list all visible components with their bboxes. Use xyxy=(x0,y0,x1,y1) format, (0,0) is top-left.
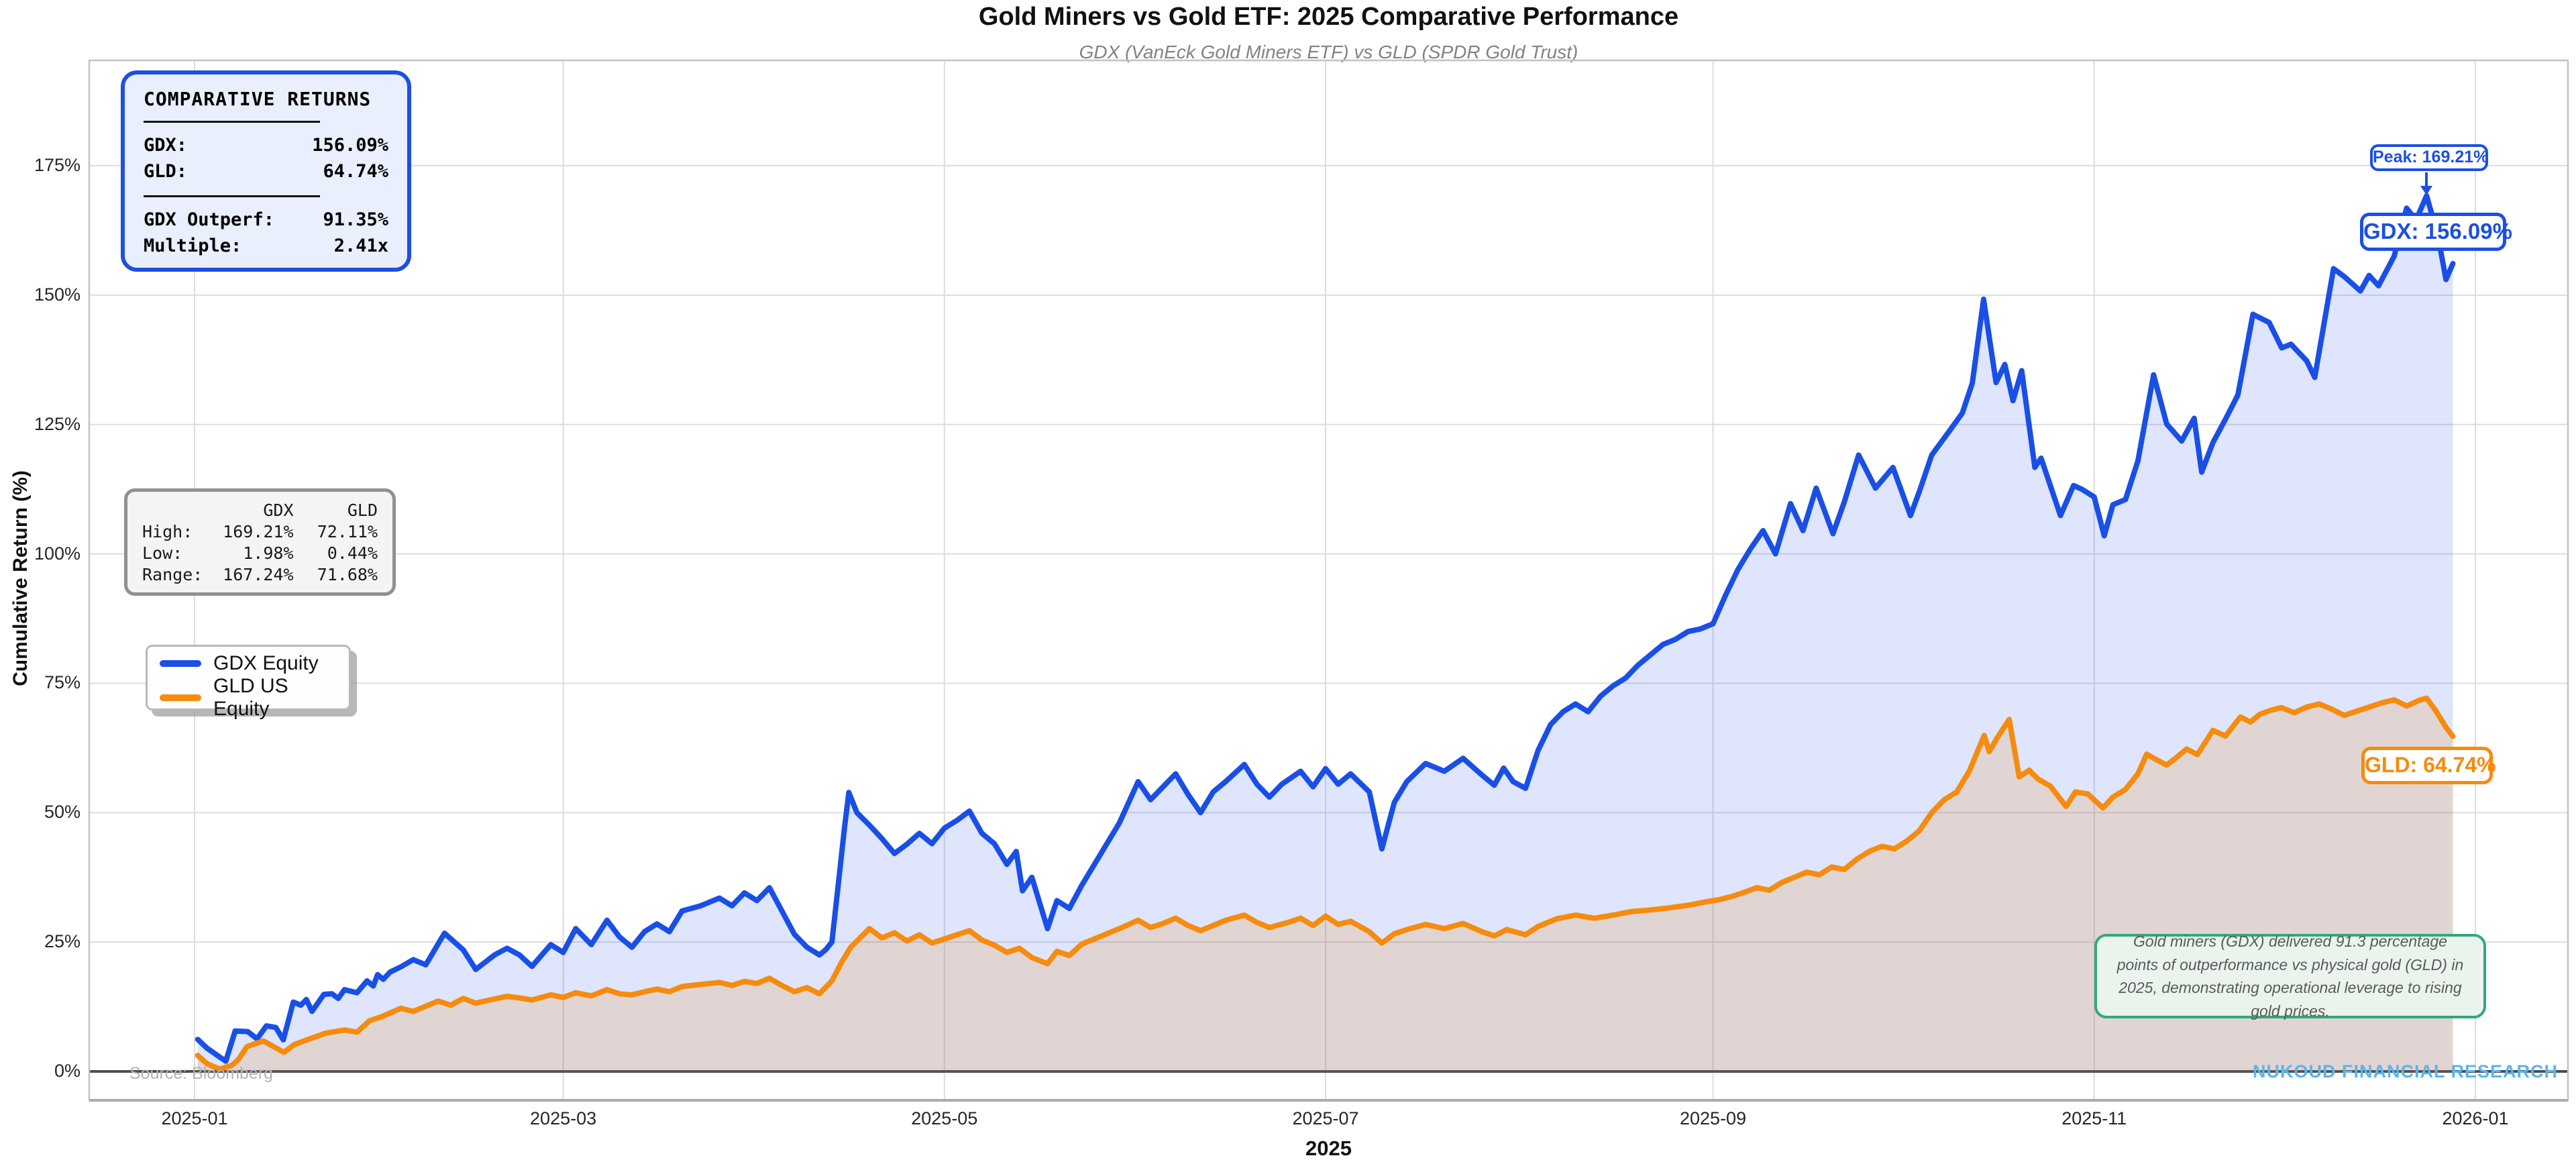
peak-annotation: Peak: 169.21% xyxy=(2370,144,2488,171)
legend: GDX Equity GLD US Equity xyxy=(146,645,351,720)
comparative-returns-box: COMPARATIVE RETURNS GDX: 156.09% GLD: 64.74… xyxy=(121,70,411,272)
page-title: Gold Miners vs Gold ETF: 2025 Comparativ… xyxy=(978,3,1679,31)
legend-label: GLD US Equity xyxy=(213,675,288,720)
y-tick-label: 125% xyxy=(34,413,80,434)
gdx-end-label: GDX: 156.09% xyxy=(2360,213,2512,251)
y-tick-label: 25% xyxy=(44,931,80,952)
y-tick-label: 75% xyxy=(44,672,80,693)
y-tick-label: 0% xyxy=(54,1061,80,1081)
x-tick-label: 2025-05 xyxy=(911,1108,978,1128)
arrow-down-icon xyxy=(2418,172,2435,195)
stat-value: GDX xyxy=(263,500,294,520)
y-tick-label: 175% xyxy=(34,155,80,175)
brand-credit: NUKOUD FINANCIAL RESEARCH xyxy=(2253,1061,2559,1081)
stats-header-row: GDX GLD xyxy=(142,500,378,521)
metric-label: Multiple: xyxy=(144,235,242,257)
stats-data-row: Low: 1.98% 0.44% xyxy=(142,543,378,564)
legend-item: GLD US Equity xyxy=(160,675,337,721)
y-tick-label: 100% xyxy=(34,543,80,564)
comparative-returns-row: GLD: 64.74% xyxy=(144,158,388,184)
legend-line-swatch xyxy=(160,660,201,667)
comparative-returns-main-rows: GDX: 156.09% GLD: 64.74% xyxy=(144,132,388,184)
y-tick-label: 50% xyxy=(44,802,80,823)
divider xyxy=(144,121,320,123)
stat-row-label: Range: xyxy=(142,565,203,584)
x-tick-label: 2025-07 xyxy=(1292,1108,1359,1128)
legend-line-swatch xyxy=(160,694,201,701)
x-tick-label: 2025-11 xyxy=(2061,1108,2127,1128)
stat-row-label: High: xyxy=(142,522,193,541)
gld-end-label: GLD: 64.74% xyxy=(2361,747,2496,784)
comparative-returns-row: Multiple: 2.41x xyxy=(144,233,388,259)
stat-value: 72.11% xyxy=(317,522,378,541)
comparative-returns-derived-rows: GDX Outperf: 91.35% Multiple: 2.41x xyxy=(144,207,388,259)
legend-item: GDX Equity xyxy=(160,652,337,675)
stat-value: GLD xyxy=(347,500,378,520)
stat-value: 71.68% xyxy=(317,565,378,584)
stats-data-row: Range: 167.24% 71.68% xyxy=(142,564,378,586)
metric-label: GLD: xyxy=(144,161,188,182)
x-tick-labels: 2025-01 2025-03 2025-05 2025-07 2025-09 2025-… xyxy=(0,1108,2576,1135)
comparative-returns-title: COMPARATIVE RETURNS xyxy=(144,88,372,110)
source-credit: Source: Bloomberg xyxy=(129,1064,274,1083)
arrow-head xyxy=(2420,186,2432,195)
arrow-stem xyxy=(2425,172,2428,186)
insight-note: Gold miners (GDX) delivered 91.3 percent… xyxy=(2094,933,2486,1020)
comparative-returns-row: GDX: 156.09% xyxy=(144,132,388,158)
stat-value: 169.21% xyxy=(223,522,294,541)
stats-data-row: High: 169.21% 72.11% xyxy=(142,521,378,543)
comparative-returns-row: GDX Outperf: 91.35% xyxy=(144,207,388,233)
x-tick-label: 2025-03 xyxy=(530,1108,597,1128)
stats-table: GDX GLD High: 169.21% 72.11% Low: 1.98% 0.44% Ra… xyxy=(124,488,396,596)
metric-label: GDX Outperf: xyxy=(144,209,275,231)
x-tick-label: 2026-01 xyxy=(2442,1108,2509,1128)
y-tick-labels: 0% 25% 50% 75% 100% 125% 150% 175% xyxy=(0,0,80,1162)
y-tick-label: 150% xyxy=(34,284,80,305)
stat-value: 0.44% xyxy=(327,543,378,563)
x-axis-label: 2025 xyxy=(1305,1137,1352,1160)
x-tick-label: 2025-09 xyxy=(1680,1108,1747,1128)
stat-row-label: Low: xyxy=(142,543,183,563)
stat-value: 167.24% xyxy=(223,565,294,584)
metric-value: 2.41x xyxy=(333,235,388,257)
stat-row-label xyxy=(142,500,209,521)
legend-label: GDX Equity xyxy=(213,652,319,674)
metric-value: 156.09% xyxy=(312,135,388,156)
metric-value: 91.35% xyxy=(323,209,388,231)
x-tick-label: 2025-01 xyxy=(161,1108,228,1128)
divider xyxy=(144,195,320,198)
metric-value: 64.74% xyxy=(323,161,388,182)
chart-subtitle: GDX (VanEck Gold Miners ETF) vs GLD (SPD… xyxy=(1079,42,1578,62)
metric-label: GDX: xyxy=(144,135,188,156)
stat-value: 1.98% xyxy=(243,543,294,563)
